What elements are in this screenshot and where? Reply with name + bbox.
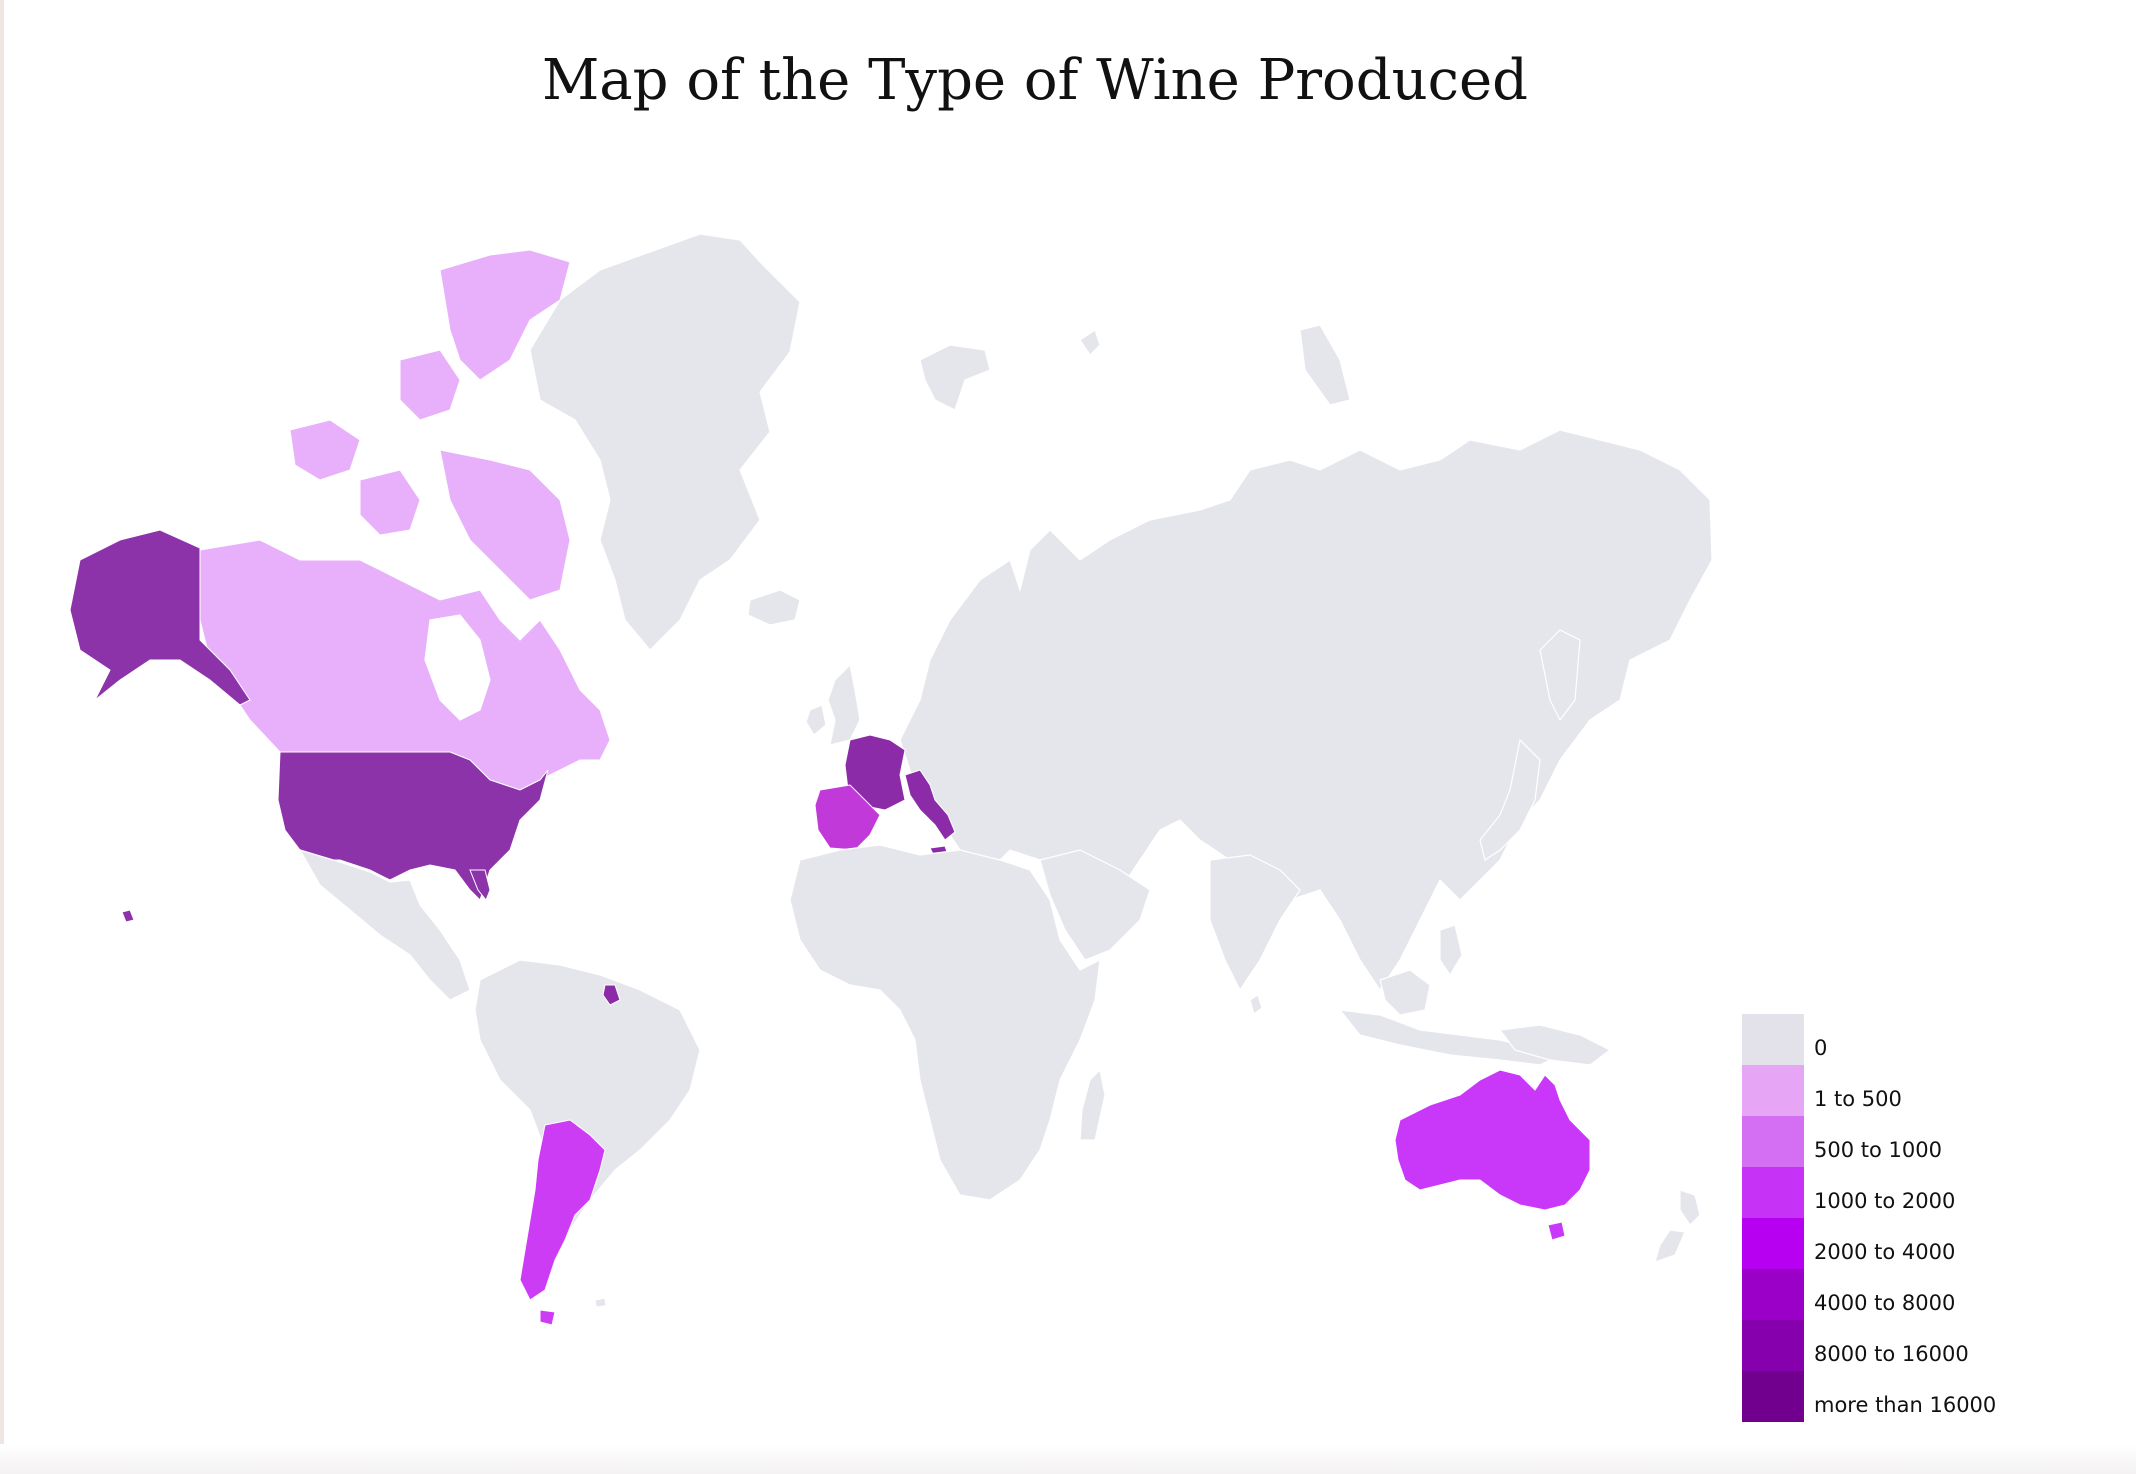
region-canada-arctic-2[interactable] [399, 349, 461, 421]
region-svalbard[interactable] [919, 344, 991, 411]
legend-item: 0 [1742, 1014, 2102, 1065]
region-france[interactable] [844, 734, 906, 811]
region-eurasia[interactable] [899, 429, 1713, 992]
legend-label: more than 16000 [1814, 1393, 1997, 1417]
region-alaska[interactable] [69, 529, 251, 706]
region-madagascar[interactable] [1079, 1068, 1106, 1141]
page-bottom-shade [0, 1444, 2136, 1474]
region-australia[interactable] [1394, 1069, 1591, 1211]
region-africa[interactable] [789, 844, 1101, 1201]
legend-label: 4000 to 8000 [1814, 1291, 1956, 1315]
region-canada-arctic-5[interactable] [359, 469, 421, 536]
map-legend: 0 1 to 500 500 to 1000 1000 to 2000 2000… [1742, 1014, 2102, 1422]
region-spain[interactable] [814, 784, 881, 851]
legend-swatch [1742, 1320, 1804, 1371]
region-franz-josef[interactable] [1079, 329, 1101, 356]
region-canada[interactable] [199, 539, 611, 791]
legend-item: 2000 to 4000 [1742, 1218, 2102, 1269]
region-ireland[interactable] [805, 704, 827, 736]
region-italy[interactable] [904, 769, 956, 841]
region-canada-arctic-3[interactable] [289, 419, 361, 481]
legend-label: 1 to 500 [1814, 1087, 1902, 1111]
page-left-border [0, 0, 4, 1474]
legend-swatch [1742, 1167, 1804, 1218]
legend-item: 1 to 500 [1742, 1065, 2102, 1116]
region-french-guiana[interactable] [602, 984, 621, 1006]
legend-item: 1000 to 2000 [1742, 1167, 2102, 1218]
region-novaya-zemlya[interactable] [1299, 324, 1351, 406]
region-hudson-bay [424, 614, 491, 721]
legend-label: 2000 to 4000 [1814, 1240, 1956, 1264]
region-tasmania[interactable] [1547, 1221, 1566, 1241]
region-tierra-del-fuego[interactable] [539, 1309, 556, 1326]
region-falklands[interactable] [594, 1297, 607, 1308]
region-hawaii[interactable] [121, 909, 135, 923]
region-sri-lanka[interactable] [1249, 994, 1263, 1016]
region-sakhalin[interactable] [1539, 629, 1581, 722]
legend-item: 8000 to 16000 [1742, 1320, 2102, 1371]
region-canada-arctic-4[interactable] [439, 449, 571, 601]
legend-swatch [1742, 1269, 1804, 1320]
region-philippines[interactable] [1439, 924, 1463, 977]
legend-item: 4000 to 8000 [1742, 1269, 2102, 1320]
region-iceland[interactable] [747, 589, 801, 626]
legend-swatch [1742, 1014, 1804, 1065]
region-india[interactable] [1209, 854, 1301, 992]
legend-swatch [1742, 1065, 1804, 1116]
region-canada-arctic-1[interactable] [439, 249, 571, 381]
legend-swatch [1742, 1218, 1804, 1269]
region-new-guinea[interactable] [1498, 1024, 1612, 1066]
legend-label: 500 to 1000 [1814, 1138, 1942, 1162]
region-greenland[interactable] [529, 233, 801, 651]
region-south-america[interactable] [474, 959, 701, 1232]
legend-label: 8000 to 16000 [1814, 1342, 1969, 1366]
region-argentina[interactable] [519, 1119, 606, 1301]
legend-swatch [1742, 1371, 1804, 1422]
region-new-zealand[interactable] [1654, 1189, 1701, 1263]
legend-label: 0 [1814, 1036, 1828, 1060]
legend-item: more than 16000 [1742, 1371, 2102, 1422]
region-borneo[interactable] [1379, 969, 1431, 1016]
region-great-britain[interactable] [827, 663, 861, 746]
region-arabia[interactable] [1039, 849, 1151, 961]
region-japan[interactable] [1479, 738, 1541, 861]
region-mexico[interactable] [298, 848, 471, 1001]
legend-item: 500 to 1000 [1742, 1116, 2102, 1167]
legend-label: 1000 to 2000 [1814, 1189, 1956, 1213]
map-title: Map of the Type of Wine Produced [541, 48, 1529, 113]
legend-swatch [1742, 1116, 1804, 1167]
region-florida[interactable] [469, 869, 491, 901]
